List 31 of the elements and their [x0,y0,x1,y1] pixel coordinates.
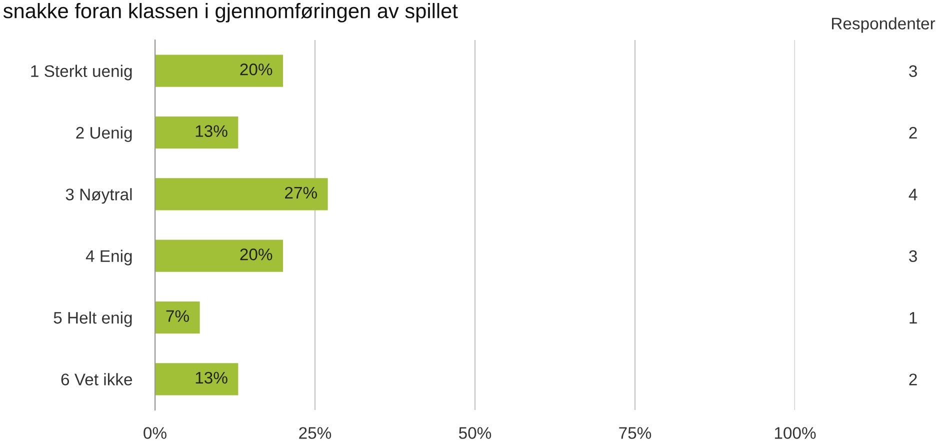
y2-axis-title: Respondenter [832,17,936,33]
bar [155,178,328,210]
x-tick-label: 25% [299,427,332,439]
bar [155,363,238,396]
x-tick-label: 50% [458,427,492,439]
bar [155,301,200,334]
y-tick-label: 2 Uenig [76,126,132,142]
x-tick-label: 75% [619,427,652,439]
bar [155,116,238,149]
y2-tick-label: 3 [909,250,917,262]
y2-tick-label: 4 [908,188,918,200]
x-tick-label: 100% [774,427,816,439]
y2-tick-label: 2 [909,126,917,139]
data-label: 7% [166,310,189,322]
y2-tick-label: 1 [910,312,917,324]
y-tick-label: 1 Sterkt uenig [31,64,132,80]
bar [155,240,283,272]
data-label: 27% [285,186,317,199]
data-label: 20% [240,248,272,260]
chart-title: snakke foran klassen i gjennomføringen av spillet [3,3,458,22]
y2-tick-label: 2 [909,374,917,386]
x-tick-label: 0% [144,427,166,439]
data-label: 13% [196,125,228,137]
y-tick-label: 6 Vet ikke [61,373,132,386]
y-tick-label: 4 Enig [86,250,132,266]
data-label: 13% [196,372,228,384]
data-label: 20% [240,64,272,76]
y2-tick-label: 3 [909,65,917,78]
y-tick-label: 3 Nøytral [66,188,132,204]
bar [155,54,283,87]
y-tick-label: 5 Helt enig [54,311,132,327]
